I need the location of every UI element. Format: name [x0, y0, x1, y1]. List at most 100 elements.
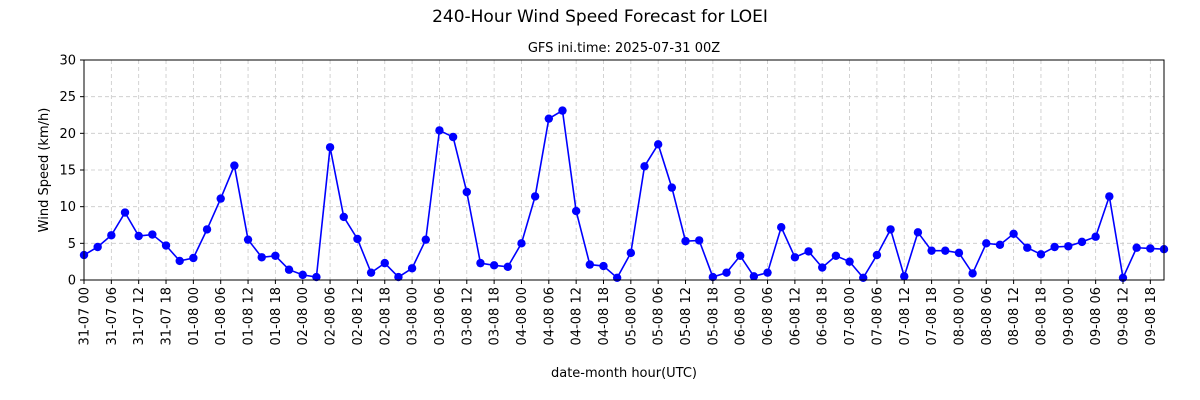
- data-point: [708, 272, 718, 282]
- data-point: [298, 270, 307, 280]
- data-point: [777, 223, 786, 232]
- y-axis: 0 5 10 15 20 25 30: [59, 54, 84, 289]
- data-point: [995, 240, 1005, 249]
- x-tick-label: 04-08 12: [570, 287, 585, 345]
- data-point: [1023, 243, 1032, 252]
- x-tick-label: 06-08 00: [734, 287, 749, 345]
- x-tick-label: 01-08 06: [214, 287, 229, 345]
- data-point: [653, 140, 663, 149]
- data-point: [1091, 232, 1100, 241]
- x-tick-label: 01-08 12: [242, 287, 257, 345]
- data-point: [872, 250, 882, 260]
- x-tick-label: 05-08 06: [652, 287, 667, 345]
- data-point: [448, 132, 458, 142]
- data-point: [927, 246, 936, 255]
- data-point: [886, 225, 895, 234]
- data-point: [749, 272, 759, 281]
- x-tick-label: 07-08 12: [898, 287, 913, 345]
- data-point: [489, 261, 499, 270]
- x-tick-label: 05-08 18: [706, 287, 721, 345]
- data-point: [148, 230, 157, 239]
- x-tick-label: 04-08 18: [597, 287, 612, 345]
- x-tick-label: 03-08 06: [433, 287, 448, 345]
- data-point: [93, 242, 102, 252]
- x-tick-label: 09-08 06: [1089, 287, 1104, 345]
- x-tick-label: 31-07 06: [105, 287, 120, 345]
- data-point: [763, 268, 772, 277]
- data-point: [1050, 242, 1059, 252]
- data-point: [1132, 243, 1141, 252]
- x-tick-label: 31-07 18: [160, 287, 175, 345]
- data-point: [626, 248, 636, 258]
- data-point: [134, 231, 143, 241]
- data-point: [476, 258, 485, 268]
- x-tick-label: 07-08 00: [843, 287, 858, 345]
- data-point: [284, 265, 294, 274]
- y-tick-label: 15: [59, 164, 76, 179]
- data-point: [1064, 242, 1073, 251]
- data-point: [161, 241, 171, 250]
- data-point: [982, 239, 991, 248]
- data-point: [1009, 229, 1018, 238]
- x-tick-label: 03-08 00: [406, 287, 421, 345]
- data-point: [353, 234, 362, 244]
- x-tick-label: 06-08 18: [816, 287, 831, 345]
- data-point: [517, 239, 526, 248]
- y-tick-label: 25: [59, 90, 76, 105]
- x-tick-label: 09-08 00: [1062, 287, 1077, 345]
- data-point: [954, 248, 964, 258]
- data-point: [859, 273, 868, 282]
- x-tick-label: 02-08 00: [296, 287, 311, 345]
- data-point: [380, 258, 389, 268]
- data-point: [202, 225, 212, 234]
- data-point: [339, 212, 348, 222]
- data-point: [325, 143, 335, 152]
- data-point: [271, 251, 280, 260]
- x-tick-label: 09-08 12: [1116, 287, 1131, 345]
- data-point: [667, 183, 677, 192]
- data-point: [530, 192, 540, 201]
- y-tick-label: 0: [68, 274, 76, 289]
- x-tick-label: 02-08 06: [324, 287, 339, 345]
- data-point: [968, 269, 977, 278]
- x-tick-label: 03-08 12: [460, 287, 475, 345]
- x-tick-label: 02-08 12: [351, 287, 366, 345]
- y-axis-label: Wind Speed (km/h): [37, 108, 52, 233]
- y-tick-label: 30: [59, 54, 76, 69]
- data-point: [900, 272, 909, 281]
- data-point: [804, 247, 813, 256]
- data-point: [818, 263, 827, 272]
- data-point: [736, 251, 745, 260]
- data-point: [366, 268, 376, 277]
- x-tick-label: 06-08 12: [788, 287, 803, 345]
- x-tick-label: 08-08 06: [980, 287, 995, 345]
- x-tick-label: 05-08 12: [679, 287, 694, 345]
- x-tick-label: 01-08 00: [187, 287, 202, 345]
- data-point: [257, 253, 266, 262]
- data-point: [1105, 192, 1114, 201]
- data-point: [585, 260, 595, 269]
- y-tick-label: 10: [59, 200, 76, 215]
- data-point: [1146, 244, 1155, 253]
- data-point: [421, 235, 430, 244]
- data-point: [612, 273, 622, 282]
- series-wind-speed: [79, 106, 1169, 282]
- x-tick-label: 04-08 06: [542, 287, 557, 345]
- data-point: [845, 257, 854, 266]
- data-point: [913, 228, 923, 237]
- data-point: [681, 236, 690, 246]
- x-tick-label: 05-08 00: [624, 287, 639, 345]
- x-tick-label: 04-08 00: [515, 287, 530, 345]
- data-point: [1036, 250, 1046, 259]
- data-point: [216, 194, 225, 203]
- data-point: [831, 251, 841, 260]
- chart-subtitle: GFS ini.time: 2025-07-31 00Z: [528, 41, 720, 56]
- x-tick-label: 02-08 18: [378, 287, 393, 345]
- data-point: [312, 272, 321, 282]
- x-axis-label: date-month hour(UTC): [551, 366, 697, 381]
- y-tick-label: 5: [68, 237, 76, 252]
- data-point: [941, 246, 950, 255]
- x-tick-label: 06-08 06: [761, 287, 776, 345]
- x-tick-label: 31-07 12: [132, 287, 147, 345]
